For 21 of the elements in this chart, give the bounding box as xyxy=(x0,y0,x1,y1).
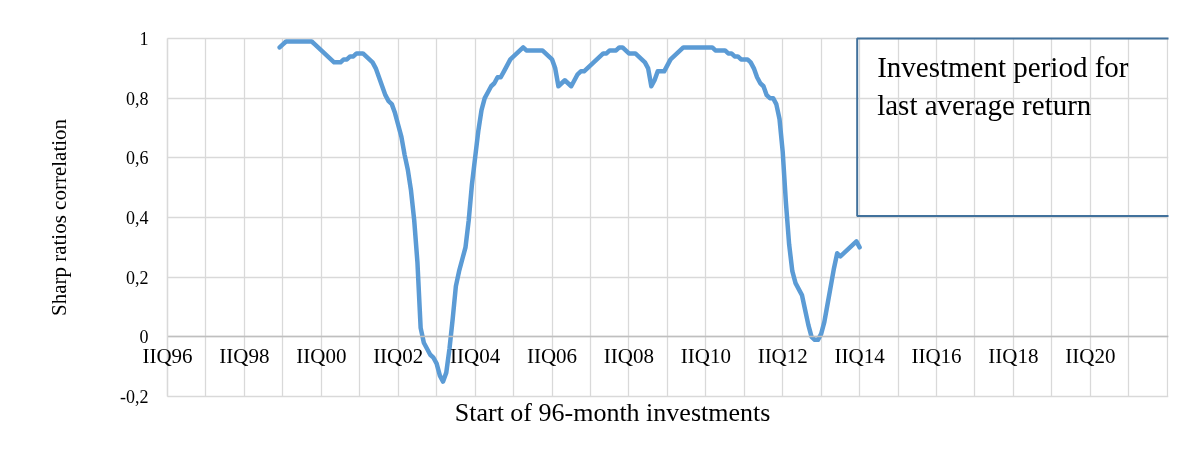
annotation: Investment period for last average return xyxy=(877,50,1129,121)
x-tick-label: IIQ12 xyxy=(757,343,808,368)
x-tick-label: IIQ06 xyxy=(526,343,578,368)
x-tick-label: IIQ02 xyxy=(373,343,424,368)
x-tick-label: IIQ20 xyxy=(1065,343,1116,368)
x-tick-label: IIQ08 xyxy=(603,343,654,368)
y-tick-label: 1 xyxy=(139,29,149,49)
x-tick-label: IIQ98 xyxy=(219,343,270,368)
y-tick-label: 0,2 xyxy=(126,267,149,288)
x-tick-label: IIQ16 xyxy=(911,343,962,368)
x-tick-label: IIQ04 xyxy=(450,343,501,368)
y-tick-label: 0,4 xyxy=(126,208,149,228)
x-tick-label: IIQ18 xyxy=(988,343,1039,368)
x-tick-label: IIQ14 xyxy=(834,343,886,368)
y-tick-label: 0,8 xyxy=(126,88,149,109)
y-axis-title: Sharp ratios correlation xyxy=(47,118,72,317)
y-tick-label: -0,2 xyxy=(120,387,149,407)
x-tick-label: IIQ10 xyxy=(680,343,731,368)
x-axis-title: Start of 96-month investments xyxy=(454,397,771,427)
x-tick-label: IIQ00 xyxy=(296,343,347,368)
y-tick-label: 0,6 xyxy=(126,148,149,169)
